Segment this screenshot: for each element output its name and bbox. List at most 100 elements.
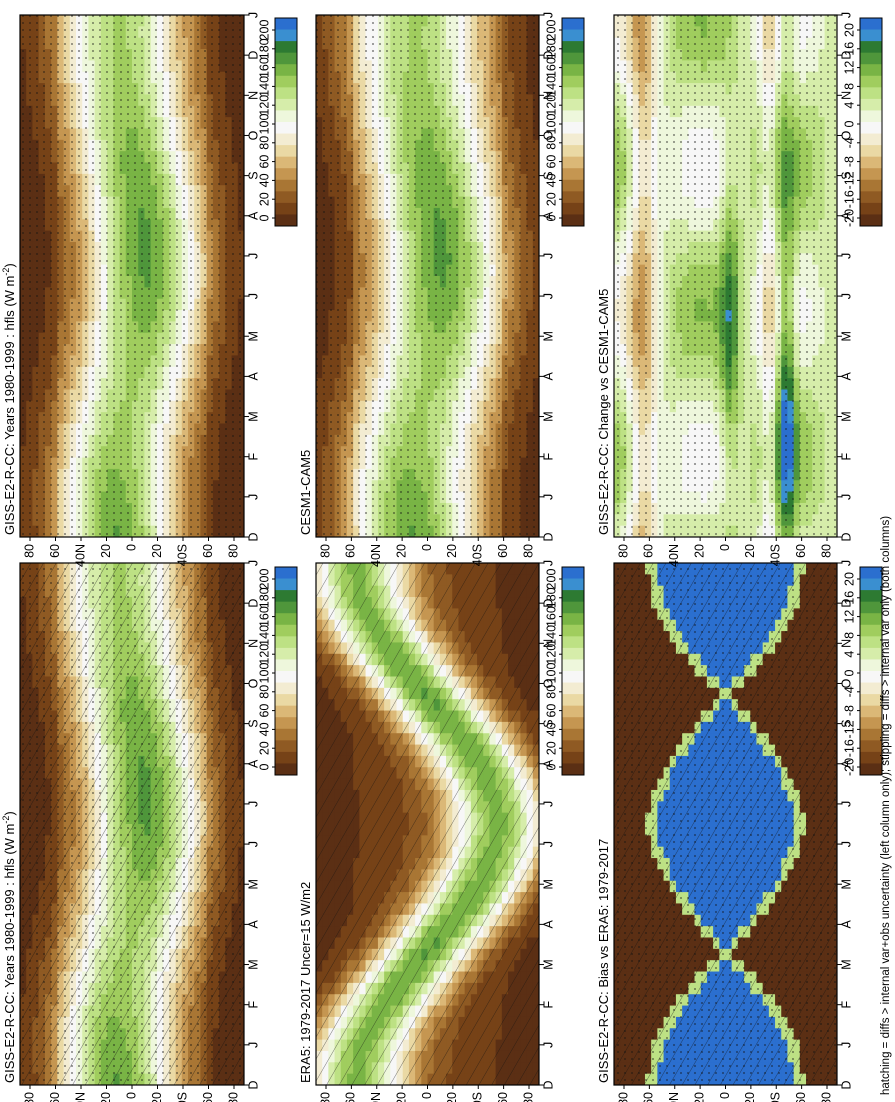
x-tick-label: D: [541, 1080, 555, 1089]
x-tick-label: N: [541, 639, 555, 648]
x-tick-label: J: [246, 841, 260, 847]
colorbar-segment: [562, 601, 584, 614]
colorbar-frame: [274, 566, 298, 776]
colorbar-label: 100: [257, 663, 271, 684]
y-tick-label: 60: [48, 1092, 62, 1102]
x-tick-label: D: [246, 599, 260, 608]
colorbar-segment: [275, 682, 297, 695]
y-tick-label: 60: [496, 1092, 510, 1102]
colorbar-label: 120: [544, 644, 558, 665]
colorbar-segment: [562, 647, 584, 660]
panels-group: DJFMAMJJASONDJ806040N2002040S6080GISS-E2…: [1, 12, 883, 1102]
colorbar-segment: [275, 647, 297, 660]
y-tick-label: 40N: [73, 1092, 87, 1102]
colorbar-segment: [562, 659, 584, 672]
y-tick-label: 60: [201, 1092, 215, 1102]
colorbar-segment: [275, 728, 297, 741]
colorbar-label: 140: [257, 625, 271, 646]
colorbar-label: 120: [257, 644, 271, 665]
colorbar-segment: [562, 636, 584, 649]
x-tick-label: A: [246, 920, 260, 929]
colorbar-label: 160: [257, 606, 271, 627]
x-tick-label: J: [541, 841, 555, 847]
colorbar-segment: [275, 751, 297, 764]
colorbar-label: 60: [257, 704, 271, 718]
x-tick-label: M: [246, 879, 260, 889]
colorbar-segment: [562, 763, 584, 776]
colorbar-label: 0: [257, 763, 271, 770]
colorbar-segment: [275, 613, 297, 626]
y-tick-label: 20: [150, 1092, 164, 1102]
x-tick-label: O: [541, 678, 555, 688]
x-tick-label: A: [541, 759, 555, 768]
colorbar-label: 100: [544, 663, 558, 684]
colorbar-segment: [562, 717, 584, 730]
colorbar-segment: [275, 740, 297, 753]
colorbar-segment: [275, 578, 297, 591]
colorbar-label: 60: [544, 704, 558, 718]
x-tick-label: D: [246, 1080, 260, 1089]
y-tick-label: 40S: [471, 1092, 485, 1102]
colorbar-label: 200: [544, 569, 558, 590]
y-tick-label: 60: [344, 1092, 358, 1102]
colorbar-segment: [275, 624, 297, 637]
panel-2: DJFMAMJJASONDJ806040N2002040S6080ERA5: 1…: [298, 560, 585, 1102]
colorbar-label: 20: [257, 741, 271, 755]
x-tick-label: J: [541, 560, 555, 566]
stippling-overlay: [20, 563, 244, 1085]
panel-1: DJFMAMJJASONDJ806040N2002040S6080GISS-E2…: [1, 560, 298, 1102]
y-tick-label: 20: [99, 1092, 113, 1102]
colorbar-segment: [562, 624, 584, 637]
colorbar-label: 80: [544, 685, 558, 699]
colorbar-segment: [562, 705, 584, 718]
colorbar-label: 40: [257, 722, 271, 736]
colorbar-label: 0: [544, 763, 558, 770]
colorbar-segment: [562, 613, 584, 626]
x-tick-label: O: [246, 678, 260, 688]
x-tick-label: J: [246, 560, 260, 566]
colorbar-label: 200: [257, 569, 271, 590]
hatching-overlay: [316, 563, 539, 1085]
panel-title: GISS-E2-R-CC: Years 1980-1999 : hfls (W …: [1, 811, 17, 1083]
y-tick-label: 0: [124, 1092, 138, 1099]
colorbar-segment: [562, 751, 584, 764]
colorbar-segment: [562, 740, 584, 753]
panel-3: DJFMAMJJASONDJ806040N2002040S6080GISS-E2…: [596, 560, 883, 1102]
x-tick-label: M: [541, 959, 555, 969]
y-tick-label: 80: [521, 1092, 535, 1102]
colorbar-segment: [562, 671, 584, 683]
x-tick-label: J: [246, 1042, 260, 1048]
colorbar-segment: [562, 682, 584, 695]
x-tick-label: A: [541, 920, 555, 929]
panel-title: ERA5: 1979-2017 Uncer=15 W/m2: [298, 882, 313, 1083]
colorbar-segment: [275, 671, 297, 683]
x-tick-label: J: [541, 1042, 555, 1048]
x-tick-label: S: [541, 719, 555, 727]
colorbar-frame: [561, 566, 585, 776]
y-tick-label: 80: [226, 1092, 240, 1102]
y-tick-label: 20: [445, 1092, 459, 1102]
colorbar-segment: [562, 578, 584, 591]
colorbar-segment: [562, 567, 584, 579]
colorbar-segment: [562, 590, 584, 603]
colorbar-label: 140: [544, 625, 558, 646]
x-tick-label: J: [246, 801, 260, 807]
x-tick-label: A: [246, 759, 260, 768]
y-tick-label: 40N: [369, 1092, 383, 1102]
colorbar-segment: [275, 694, 297, 707]
colorbar-segment: [275, 705, 297, 718]
x-tick-label: M: [246, 959, 260, 969]
colorbar-segment: [275, 590, 297, 603]
x-tick-label: F: [246, 1001, 260, 1009]
y-tick-label: 0: [420, 1092, 434, 1099]
y-tick-label: 20: [394, 1092, 408, 1102]
x-tick-label: S: [246, 719, 260, 727]
colorbar-label: 160: [544, 606, 558, 627]
colorbar-label: 20: [544, 741, 558, 755]
colorbar-label: 180: [544, 587, 558, 608]
y-tick-label: 40S: [175, 1092, 189, 1102]
colorbar-segment: [275, 601, 297, 614]
x-tick-label: J: [541, 801, 555, 807]
